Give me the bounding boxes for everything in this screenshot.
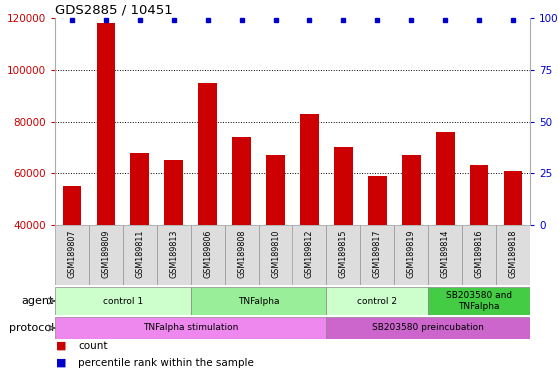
Text: control 2: control 2 <box>357 296 397 306</box>
Text: GSM189812: GSM189812 <box>305 230 314 278</box>
Bar <box>326 317 530 339</box>
Text: GSM189809: GSM189809 <box>102 230 110 278</box>
Text: ■: ■ <box>56 358 66 368</box>
Text: GSM189807: GSM189807 <box>68 230 76 278</box>
Text: GSM189816: GSM189816 <box>475 230 484 278</box>
Bar <box>191 287 326 315</box>
Text: GSM189817: GSM189817 <box>373 230 382 278</box>
Text: GSM189819: GSM189819 <box>407 230 416 278</box>
Text: GDS2885 / 10451: GDS2885 / 10451 <box>55 4 173 17</box>
Bar <box>462 225 496 285</box>
Bar <box>402 155 421 225</box>
Bar <box>225 225 258 285</box>
Bar <box>198 83 217 225</box>
Bar <box>89 225 123 285</box>
Bar <box>428 225 462 285</box>
Bar <box>55 225 89 285</box>
Bar <box>131 152 149 225</box>
Text: GSM189815: GSM189815 <box>339 230 348 278</box>
Bar <box>266 155 285 225</box>
Bar <box>258 225 292 285</box>
Bar <box>326 225 360 285</box>
Bar <box>395 225 428 285</box>
Text: control 1: control 1 <box>103 296 143 306</box>
Text: SB203580 and
TNFalpha: SB203580 and TNFalpha <box>446 291 512 311</box>
Bar <box>334 147 353 225</box>
Bar <box>157 225 191 285</box>
Text: GSM189813: GSM189813 <box>169 230 178 278</box>
Bar <box>191 225 225 285</box>
Bar <box>428 287 530 315</box>
Bar <box>123 225 157 285</box>
Bar <box>292 225 326 285</box>
Text: TNFalpha: TNFalpha <box>238 296 280 306</box>
Bar <box>436 132 455 225</box>
Bar <box>55 317 326 339</box>
Bar <box>368 176 387 225</box>
Bar <box>97 23 115 225</box>
Text: ■: ■ <box>56 341 66 351</box>
Bar <box>496 225 530 285</box>
Text: percentile rank within the sample: percentile rank within the sample <box>78 358 254 368</box>
Text: count: count <box>78 341 108 351</box>
Bar <box>62 186 81 225</box>
Bar <box>504 170 522 225</box>
Text: GSM189811: GSM189811 <box>136 230 145 278</box>
Text: GSM189810: GSM189810 <box>271 230 280 278</box>
Text: GSM189808: GSM189808 <box>237 230 246 278</box>
Bar <box>326 287 428 315</box>
Text: GSM189818: GSM189818 <box>508 230 517 278</box>
Bar <box>470 166 488 225</box>
Bar <box>360 225 395 285</box>
Bar <box>55 287 191 315</box>
Text: TNFalpha stimulation: TNFalpha stimulation <box>143 323 238 333</box>
Bar <box>165 160 183 225</box>
Bar <box>232 137 251 225</box>
Bar <box>300 114 319 225</box>
Text: SB203580 preincubation: SB203580 preincubation <box>372 323 484 333</box>
Text: GSM189806: GSM189806 <box>203 230 212 278</box>
Text: agent: agent <box>22 296 54 306</box>
Text: protocol: protocol <box>9 323 54 333</box>
Text: GSM189814: GSM189814 <box>441 230 450 278</box>
